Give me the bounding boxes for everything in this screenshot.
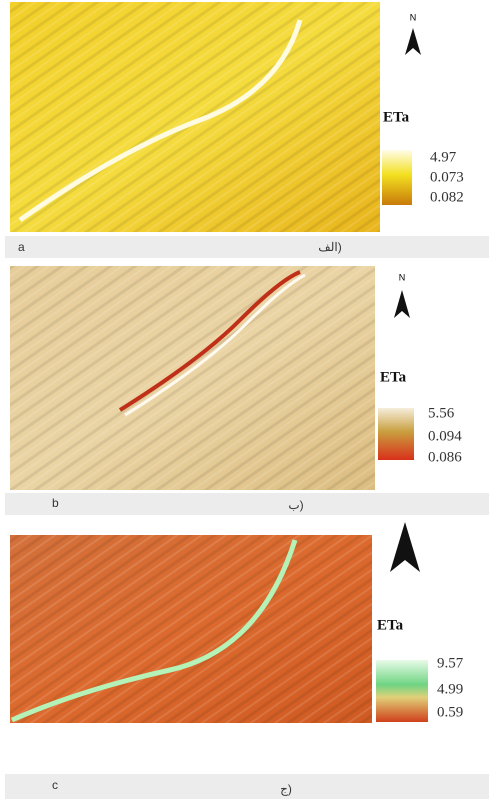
- north-arrow: [405, 28, 421, 55]
- legend-ramp: [376, 660, 428, 722]
- legend-title: ETa: [380, 369, 407, 385]
- map-texture: [10, 266, 375, 490]
- legend-label: 0.082: [430, 189, 464, 205]
- legend-label: 4.97: [430, 149, 457, 165]
- legend-title: ETa: [377, 617, 404, 633]
- north-arrow: [390, 522, 420, 572]
- legend-label: 0.086: [428, 449, 462, 465]
- legend-label: 0.59: [437, 704, 463, 720]
- caption-bar: [5, 236, 489, 258]
- figure: N ETa 4.97 0.073 0.082 a الف) N ETa 5.56…: [0, 0, 489, 799]
- caption-latin: c: [52, 778, 58, 792]
- legend-title: ETa: [383, 109, 410, 125]
- page: {"panels": [ {"north": "N", "legend": {"…: [0, 0, 489, 799]
- legend-ramp: [378, 408, 414, 460]
- caption-persian: ب): [288, 498, 303, 512]
- caption-persian: الف): [318, 240, 341, 254]
- caption-bar: [5, 493, 489, 515]
- caption-latin: a: [18, 240, 25, 254]
- legend-label: 0.094: [428, 428, 462, 444]
- north-label: N: [399, 272, 406, 282]
- map-texture: [10, 2, 380, 232]
- legend-label: 4.99: [437, 681, 463, 697]
- legend-label: 9.57: [437, 655, 464, 671]
- north-arrow: [394, 290, 410, 318]
- map-texture: [10, 535, 372, 723]
- legend-label: 0.073: [430, 169, 464, 185]
- legend-label: 5.56: [428, 405, 455, 421]
- caption-persian: ج): [280, 782, 292, 796]
- legend-ramp: [382, 150, 412, 205]
- caption-latin: b: [52, 496, 59, 510]
- caption-bar: [5, 774, 489, 799]
- north-label: N: [410, 12, 417, 22]
